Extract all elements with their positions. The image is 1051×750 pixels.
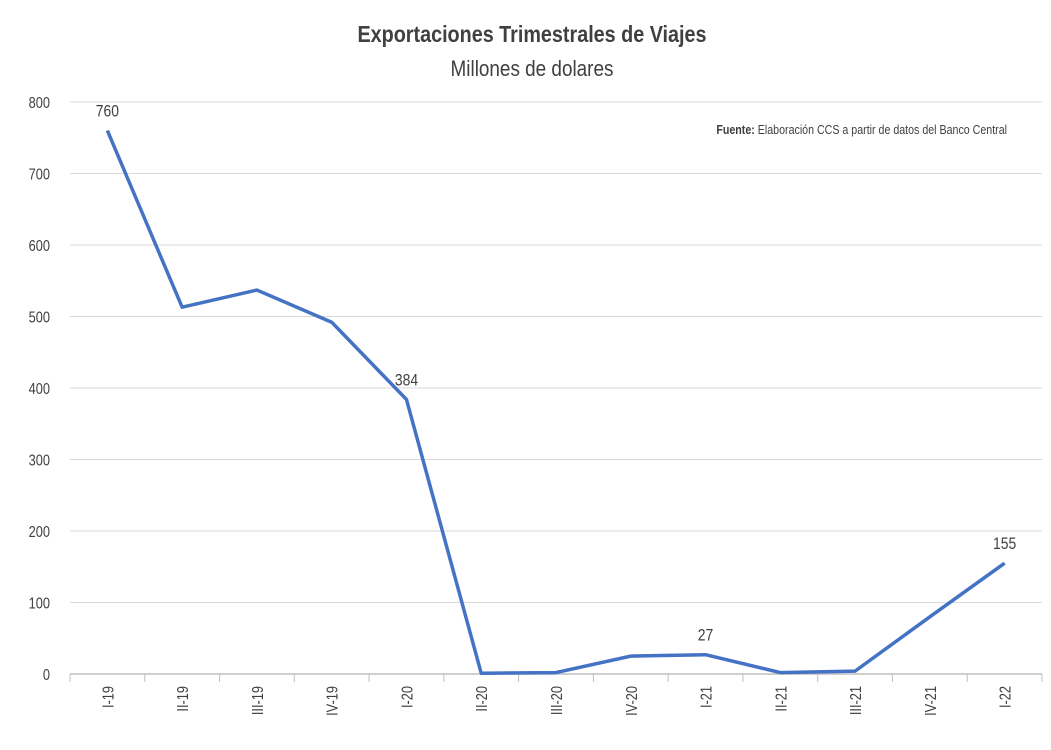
chart-subtitle: Millones de dolares [451, 57, 614, 82]
y-tick-label: 700 [29, 166, 50, 184]
series-line [107, 131, 1004, 674]
data-label: 155 [993, 535, 1016, 554]
x-tick-label: III-19 [250, 686, 268, 715]
y-tick-label: 0 [43, 667, 50, 685]
x-tick-label: IV-20 [624, 686, 642, 716]
source-text: Elaboración CCS a partir de datos del Ba… [755, 122, 1007, 137]
x-tick-label: III-21 [848, 686, 866, 715]
y-tick-label: 500 [29, 309, 50, 327]
y-tick-label: 800 [29, 95, 50, 113]
source-label: Fuente: [716, 122, 754, 137]
x-tick-label: II-19 [175, 686, 193, 712]
y-tick-label: 200 [29, 524, 50, 542]
x-tick-label: II-20 [474, 686, 492, 712]
x-tick-label: I-20 [399, 686, 417, 708]
data-label: 27 [698, 626, 713, 645]
x-tick-label: III-20 [549, 686, 567, 715]
y-tick-label: 600 [29, 238, 50, 256]
x-tick-label: IV-19 [324, 686, 342, 716]
source-note: Fuente: Elaboración CCS a partir de dato… [716, 122, 1007, 137]
y-tick-label: 400 [29, 381, 50, 399]
chart-title: Exportaciones Trimestrales de Viajes [357, 22, 706, 48]
y-tick-label: 300 [29, 452, 50, 470]
x-tick-label: IV-21 [923, 686, 941, 716]
y-tick-label: 100 [29, 595, 50, 613]
x-tick-label: I-21 [698, 686, 716, 708]
x-tick-label: I-22 [997, 686, 1015, 708]
x-tick-label: II-21 [773, 686, 791, 712]
data-label: 384 [395, 371, 419, 390]
data-label: 760 [96, 102, 120, 121]
x-tick-label: I-19 [100, 686, 118, 708]
